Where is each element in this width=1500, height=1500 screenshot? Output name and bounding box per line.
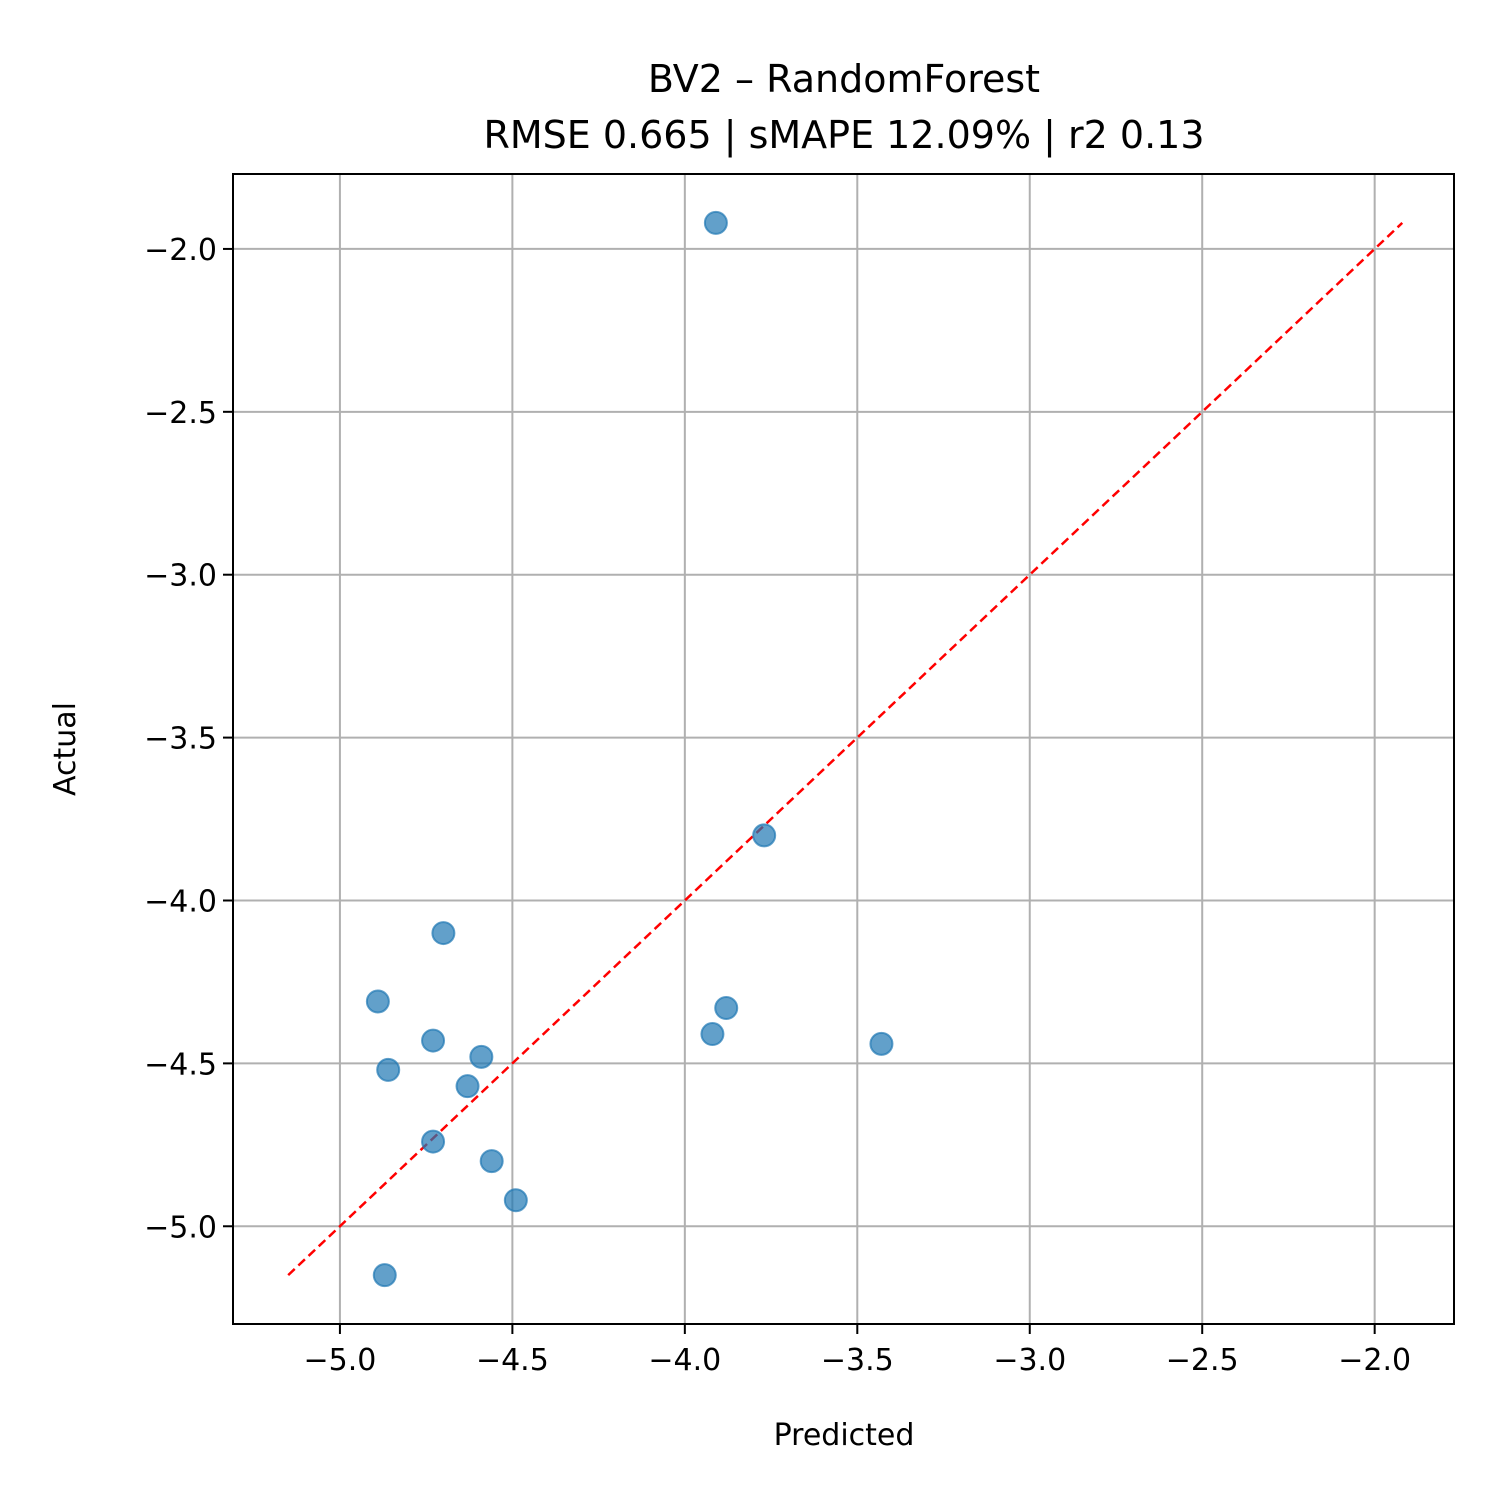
x-tick-label: −2.0 bbox=[1338, 1343, 1411, 1378]
reference-line-layer bbox=[287, 221, 1404, 1277]
data-point bbox=[503, 1188, 528, 1213]
data-point bbox=[714, 995, 739, 1020]
x-tick-label: −4.0 bbox=[648, 1343, 721, 1378]
grid-layer bbox=[233, 174, 1454, 1324]
data-point bbox=[421, 1028, 446, 1053]
axes-frame bbox=[232, 173, 1455, 1325]
x-tick-label: −4.5 bbox=[476, 1343, 549, 1378]
data-point bbox=[752, 823, 777, 848]
x-tick-label: −3.5 bbox=[821, 1343, 894, 1378]
y-tick-label: −4.0 bbox=[144, 884, 217, 919]
y-tick-label: −2.0 bbox=[144, 233, 217, 268]
x-tick-label: −5.0 bbox=[303, 1343, 376, 1378]
x-axis-label: Predicted bbox=[774, 1418, 915, 1453]
data-point bbox=[869, 1031, 894, 1056]
y-tick-label: −3.0 bbox=[144, 559, 217, 594]
data-point bbox=[421, 1129, 446, 1154]
data-point bbox=[455, 1074, 480, 1099]
data-point bbox=[479, 1149, 504, 1174]
x-tick-label: −3.0 bbox=[993, 1343, 1066, 1378]
y-tick-label: −2.5 bbox=[144, 396, 217, 431]
data-point bbox=[700, 1022, 725, 1047]
y-tick-label: −5.0 bbox=[144, 1210, 217, 1245]
y-tick-label: −4.5 bbox=[144, 1047, 217, 1082]
data-point bbox=[365, 989, 390, 1014]
data-point bbox=[431, 921, 456, 946]
y-tick-label: −3.5 bbox=[144, 722, 217, 757]
data-point bbox=[469, 1044, 494, 1069]
data-point bbox=[376, 1057, 401, 1082]
ticks-layer: −5.0 −4.5 −4.0 −3.5 −3.0 −2.5 −2.0 −5.0 −4.5 −4.0… bbox=[144, 233, 1411, 1378]
data-point bbox=[703, 210, 728, 235]
chart-title: BV2 – RandomForest bbox=[648, 57, 1040, 101]
identity-reference-line bbox=[287, 221, 1404, 1277]
data-point bbox=[372, 1263, 397, 1288]
points-layer bbox=[365, 210, 894, 1288]
x-tick-label: −2.5 bbox=[1166, 1343, 1239, 1378]
y-axis-label: Actual bbox=[48, 702, 83, 796]
chart-subtitle: RMSE 0.665 | sMAPE 12.09% | r2 0.13 bbox=[483, 113, 1204, 158]
